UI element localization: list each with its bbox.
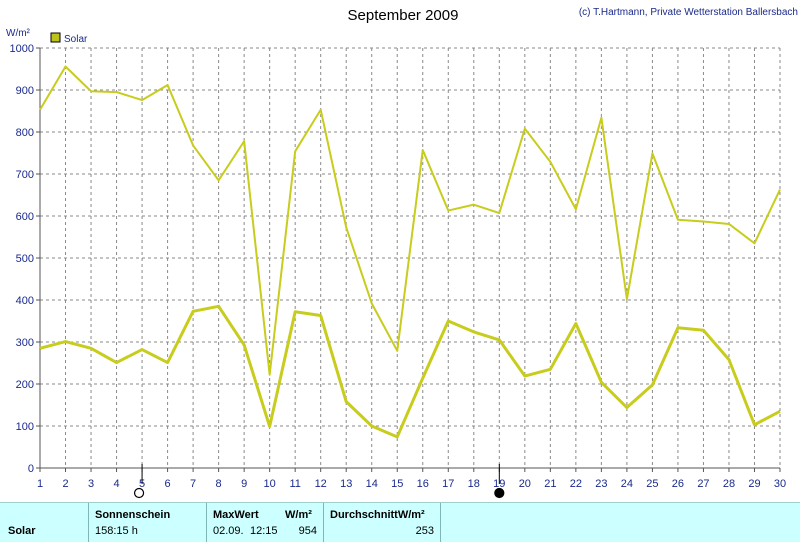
- x-tick-label: 14: [366, 478, 378, 490]
- x-tick-label: 1: [37, 478, 43, 490]
- x-tick-label: 7: [190, 478, 196, 490]
- avg-cell: DurchschnittW/m² 253: [323, 503, 441, 542]
- row-label: Solar: [8, 525, 36, 537]
- x-tick-label: 2: [62, 478, 68, 490]
- sunshine-cell: Sonnenschein 158:15 h: [88, 503, 206, 542]
- series-line-max: [39, 65, 781, 376]
- x-tick-label: 30: [774, 478, 786, 490]
- x-tick-label: 29: [748, 478, 760, 490]
- y-tick-label: 200: [16, 379, 34, 391]
- x-tick-labels: 1234567891011121314151617181920212223242…: [37, 478, 786, 490]
- x-tick-label: 11: [289, 478, 300, 490]
- full-moon-icon: [133, 487, 145, 499]
- chart-title: September 2009: [348, 7, 459, 24]
- x-tick-label: 20: [519, 478, 531, 490]
- x-tick-label: 6: [165, 478, 171, 490]
- y-axis-unit: W/m²: [6, 28, 31, 39]
- grid-lines: [40, 47, 781, 468]
- new-moon-icon: [494, 487, 505, 499]
- x-tick-label: 25: [646, 478, 658, 490]
- axes: [36, 47, 781, 472]
- x-tick-label: 13: [340, 478, 352, 490]
- max-cell: MaxWert W/m² 02.09. 12:15 954: [206, 503, 323, 542]
- sunshine-header: Sonnenschein: [95, 509, 171, 521]
- legend-label: Solar: [64, 34, 88, 45]
- series-line-mean: [39, 304, 781, 439]
- summary-bar: Solar Sonnenschein 158:15 h MaxWert W/m²…: [0, 502, 800, 542]
- x-tick-label: 10: [264, 478, 276, 490]
- y-tick-label: 1000: [10, 43, 34, 55]
- y-tick-label: 800: [16, 127, 34, 139]
- x-tick-label: 9: [241, 478, 247, 490]
- y-tick-label: 0: [28, 463, 34, 475]
- y-tick-label: 600: [16, 211, 34, 223]
- max-time: 12:15: [250, 525, 278, 537]
- x-tick-label: 23: [595, 478, 607, 490]
- max-date: 02.09.: [213, 525, 244, 537]
- y-tick-label: 900: [16, 85, 34, 97]
- x-tick-label: 28: [723, 478, 735, 490]
- y-tick-label: 400: [16, 295, 34, 307]
- legend-swatch: [50, 32, 61, 43]
- sunshine-value: 158:15 h: [95, 525, 138, 537]
- max-value: 954: [298, 525, 317, 537]
- x-tick-label: 26: [672, 478, 684, 490]
- moon-phases: [133, 464, 505, 499]
- x-tick-label: 8: [216, 478, 222, 490]
- y-tick-labels: 0 100 200 300 400 500 600 700 800 900 1000: [10, 43, 34, 475]
- series-lines: [39, 65, 781, 439]
- credit-text: (c) T.Hartmann, Private Wetterstation Ba…: [579, 7, 798, 18]
- y-tick-label: 500: [16, 253, 34, 265]
- x-tick-label: 16: [417, 478, 429, 490]
- avg-value: 253: [415, 525, 434, 537]
- y-tick-label: 300: [16, 337, 34, 349]
- x-tick-label: 3: [88, 478, 94, 490]
- y-tick-label: 100: [16, 421, 34, 433]
- x-tick-label: 22: [570, 478, 582, 490]
- x-tick-label: 24: [621, 478, 633, 490]
- max-unit: W/m²: [285, 509, 312, 521]
- avg-header: DurchschnittW/m²: [330, 509, 425, 521]
- x-tick-label: 18: [468, 478, 480, 490]
- x-tick-label: 17: [442, 478, 454, 490]
- y-tick-label: 700: [16, 169, 34, 181]
- x-tick-label: 12: [315, 478, 327, 490]
- x-tick-label: 4: [113, 478, 119, 490]
- x-tick-label: 15: [391, 478, 403, 490]
- x-tick-label: 21: [544, 478, 556, 490]
- max-header: MaxWert: [213, 509, 259, 521]
- x-tick-label: 27: [697, 478, 709, 490]
